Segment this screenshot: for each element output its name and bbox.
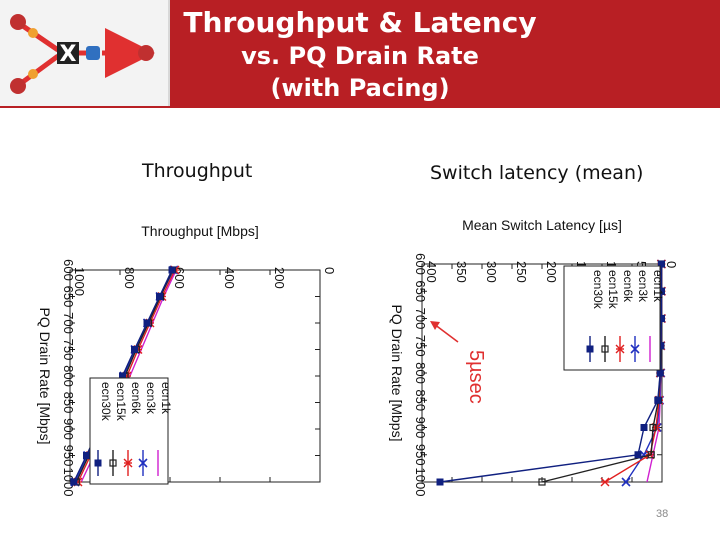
data-point xyxy=(657,315,665,322)
x-axis-label: PQ Drain Rate [Mbps] xyxy=(37,308,53,445)
latency-chart: 0501001502002503003504006006507007508008… xyxy=(389,217,679,497)
legend-swatch-marker xyxy=(630,344,640,354)
data-point xyxy=(119,372,126,380)
latency-panel-label: Switch latency (mean) xyxy=(430,162,644,184)
legend-box xyxy=(89,377,169,485)
legend-swatch-marker xyxy=(601,345,609,353)
legend-label: ecn15k xyxy=(114,382,128,422)
x-tick-label: 750 xyxy=(413,335,428,357)
x-tick-label: 750 xyxy=(61,339,76,361)
x-axis-label: PQ Drain Rate [Mbps] xyxy=(389,305,405,442)
annotation-label: 5µsec xyxy=(465,350,487,404)
data-point xyxy=(640,424,648,431)
x-tick-label: 950 xyxy=(61,445,76,467)
x-tick-label: 900 xyxy=(413,417,428,439)
data-point xyxy=(657,287,665,295)
legend-label: ecn3k xyxy=(144,382,158,415)
data-point xyxy=(143,319,151,327)
data-point xyxy=(83,452,90,459)
data-point xyxy=(168,266,176,274)
data-point xyxy=(657,342,665,350)
legend-swatch-marker xyxy=(109,459,117,467)
y-tick-label: 800 xyxy=(122,267,137,289)
chart-title: Throughput [Mbps] xyxy=(141,223,259,239)
y-tick-label: 0 xyxy=(322,267,337,274)
legend-label: ecn15k xyxy=(606,270,620,310)
data-point xyxy=(654,396,662,404)
data-point xyxy=(649,423,657,432)
y-tick-label: 200 xyxy=(544,261,559,283)
data-point xyxy=(156,293,163,300)
legend-swatch-marker xyxy=(615,344,625,354)
throughput-panel-label: Throughput xyxy=(142,160,253,182)
x-tick-label: 1000 xyxy=(413,468,428,497)
y-tick-label: 1000 xyxy=(72,267,87,296)
legend-label: ecn1k xyxy=(159,382,173,415)
x-tick-label: 900 xyxy=(61,418,76,440)
data-point xyxy=(70,478,78,486)
x-tick-label: 650 xyxy=(413,280,428,302)
slide-number: 38 xyxy=(656,508,669,520)
slide-title-line3: (with Pacing) xyxy=(270,74,450,102)
data-point xyxy=(621,477,631,487)
legend-label: ecn3k xyxy=(636,270,650,303)
legend-label: ecn6k xyxy=(129,382,143,415)
legend-swatch-marker xyxy=(123,458,133,468)
slide-title-line1: Throughput & Latency xyxy=(183,6,537,39)
data-point xyxy=(656,369,664,377)
x-tick-label: 700 xyxy=(413,308,428,330)
data-point xyxy=(647,451,655,459)
series-ecn30k xyxy=(436,260,665,486)
data-point xyxy=(657,260,665,268)
x-tick-label: 600 xyxy=(61,259,76,281)
legend-label: ecn1k xyxy=(651,270,665,303)
x-tick-label: 850 xyxy=(413,389,428,411)
legend-label: ecn30k xyxy=(591,270,605,310)
legend-box xyxy=(563,265,661,371)
x-tick-label: 800 xyxy=(61,365,76,387)
chart-title: Mean Switch Latency [µs] xyxy=(462,217,622,233)
x-tick-label: 850 xyxy=(61,392,76,414)
data-point xyxy=(131,346,138,353)
annotation: 5µsec xyxy=(430,321,487,404)
annotation-arrow-line xyxy=(433,323,459,343)
network-diagram-logo: X xyxy=(0,0,170,106)
svg-text:X: X xyxy=(60,42,77,67)
legend-label: ecn6k xyxy=(621,270,635,303)
throughput-chart: 0200400600800100060065070075080085090095… xyxy=(37,223,337,497)
x-tick-label: 650 xyxy=(61,286,76,308)
network-diagram-icon: X xyxy=(10,14,155,94)
y-tick-label: 0 xyxy=(664,261,679,268)
legend-label: ecn30k xyxy=(99,382,113,422)
data-point xyxy=(436,478,444,486)
data-point xyxy=(634,451,642,459)
x-tick-label: 600 xyxy=(413,253,428,275)
y-tick-label: 200 xyxy=(272,267,287,289)
x-tick-label: 800 xyxy=(413,362,428,384)
x-tick-label: 950 xyxy=(413,444,428,466)
y-tick-label: 300 xyxy=(484,261,499,283)
y-tick-label: 250 xyxy=(514,261,529,283)
y-tick-label: 350 xyxy=(454,261,469,283)
annotation-arrow-head xyxy=(430,321,440,330)
legend-swatch-marker xyxy=(138,458,148,468)
slide-title-line2: vs. PQ Drain Rate xyxy=(241,42,479,70)
x-tick-label: 1000 xyxy=(61,468,76,497)
data-point xyxy=(538,478,546,486)
legend-swatch-marker xyxy=(586,345,594,353)
data-point xyxy=(600,477,610,487)
y-tick-label: 400 xyxy=(424,261,439,283)
legend-swatch-marker xyxy=(94,459,102,467)
y-tick-label: 400 xyxy=(222,267,237,289)
x-tick-label: 700 xyxy=(61,312,76,334)
